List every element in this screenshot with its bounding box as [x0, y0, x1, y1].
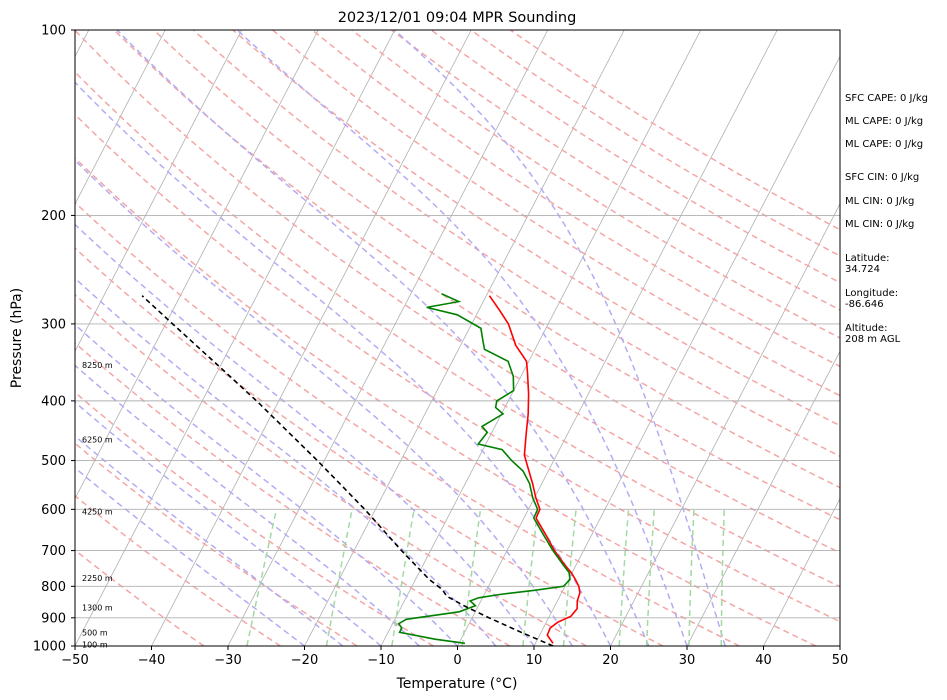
isotherm-line: [686, 350, 840, 646]
height-label: 1300 m: [82, 604, 113, 613]
x-tick-label: −10: [367, 653, 394, 668]
pressure-grid: [75, 214, 840, 619]
dry-adiabat-line: [430, 30, 840, 284]
mixing-ratio-line: [461, 509, 482, 646]
height-labels: 100 m 500 m 1300 m 2250 m 4250 m 6250 m 8250 m: [82, 361, 113, 649]
y-tick-label: 800: [41, 580, 66, 595]
isotherm-line: [151, 30, 472, 646]
moist-adiabat-line: [394, 30, 727, 646]
x-tick-label: 10: [526, 653, 543, 668]
latitude-label: Latitude: 34.724: [845, 253, 890, 275]
dry-adiabat-line: [75, 442, 358, 646]
y-tick-label: 500: [41, 454, 66, 469]
x-axis-label: Temperature (°C): [396, 676, 518, 692]
height-label: 500 m: [82, 628, 108, 637]
moist-adiabat-line: [75, 466, 305, 646]
isotherm-line: [457, 30, 778, 646]
moist-adiabat-line: [236, 30, 688, 646]
parcel-trace: [141, 295, 554, 646]
ml-cin-label-2: ML CIN: 0 J/kg: [845, 219, 915, 230]
isotherm-line: [533, 55, 840, 646]
y-axis: 100 200 300 400 500 600 700 800 900 1000: [33, 24, 75, 655]
isotherm-line: [763, 497, 840, 646]
y-tick-label: 400: [41, 394, 66, 409]
moist-adiabat-line: [116, 30, 650, 646]
x-tick-label: −50: [61, 653, 88, 668]
y-tick-label: 600: [41, 503, 66, 518]
dry-adiabat-line: [311, 30, 840, 368]
x-tick-label: −20: [291, 653, 318, 668]
dry-adiabat-line: [153, 30, 840, 489]
x-tick-label: 30: [679, 653, 696, 668]
mixing-ratio-line: [645, 509, 655, 646]
isotherm-line: [610, 203, 840, 646]
y-tick-label: 200: [41, 209, 66, 224]
dry-adiabat-line: [75, 247, 664, 646]
sfc-cin-label: SFC CIN: 0 J/kg: [845, 172, 920, 183]
y-tick-label: 100: [41, 24, 66, 39]
isotherm-line: [304, 30, 625, 646]
sounding-traces: [141, 292, 581, 646]
y-tick-label: 700: [41, 544, 66, 559]
x-tick-label: 50: [832, 653, 849, 668]
reference-lines: [75, 30, 840, 646]
isotherm-line: [75, 30, 319, 500]
x-tick-label: 40: [755, 653, 772, 668]
moist-adiabat-line: [75, 323, 459, 646]
altitude-label: Altitude: 208 m AGL: [845, 323, 901, 345]
dry-adiabat-line: [75, 70, 840, 588]
isotherm-line: [227, 30, 549, 646]
dry-adiabat-line: [75, 391, 434, 646]
ml-cape-label-2: ML CAPE: 0 J/kg: [845, 139, 924, 150]
temperature-trace: [488, 295, 581, 644]
dry-adiabat-line: [75, 201, 740, 646]
dry-adiabat-line: [192, 30, 840, 458]
moist-adiabat-line: [75, 159, 573, 646]
height-label: 4250 m: [82, 508, 113, 517]
height-label: 100 m: [82, 640, 108, 649]
x-tick-label: 0: [453, 653, 461, 668]
isotherm-line: [380, 30, 702, 646]
y-tick-label: 300: [41, 317, 66, 332]
dry-adiabat-line: [113, 30, 840, 521]
ml-cape-label: ML CAPE: 0 J/kg: [845, 116, 924, 127]
ml-cin-label: ML CIN: 0 J/kg: [845, 196, 915, 207]
height-label: 2250 m: [82, 574, 113, 583]
y-tick-label: 1000: [33, 640, 66, 655]
isotherm-line: [75, 30, 166, 205]
isotherm-line: [75, 30, 243, 353]
dry-adiabat-line: [75, 30, 840, 554]
y-axis-label: Pressure (hPa): [9, 288, 25, 388]
moist-adiabat-line: [75, 81, 612, 646]
x-tick-label: 20: [602, 653, 619, 668]
chart-title: 2023/12/01 09:04 MPR Sounding: [338, 10, 577, 26]
height-label: 8250 m: [82, 361, 113, 370]
moist-adiabat-line: [75, 364, 420, 646]
y-tick-label: 900: [41, 611, 66, 626]
height-label: 6250 m: [82, 435, 113, 444]
dry-adiabat-line: [272, 30, 840, 397]
x-axis: −50 −40 −30 −20 −10 0 10 20 30 40 50: [61, 646, 848, 668]
x-tick-label: −40: [138, 653, 165, 668]
longitude-label: Longitude: -86.646: [845, 288, 899, 310]
moist-adiabat-line: [75, 223, 535, 646]
dry-adiabat-line: [75, 341, 511, 646]
sfc-cape-label: SFC CAPE: 0 J/kg: [845, 93, 928, 104]
dry-adiabat-line: [75, 293, 587, 646]
moist-adiabat-line: [75, 277, 497, 646]
dry-adiabat-line: [75, 549, 205, 646]
moist-adiabat-line: [75, 435, 344, 646]
dewpoint-trace: [397, 292, 571, 645]
x-tick-label: −30: [214, 653, 241, 668]
dry-adiabat-line: [75, 156, 817, 646]
dry-adiabat-line: [75, 113, 840, 623]
